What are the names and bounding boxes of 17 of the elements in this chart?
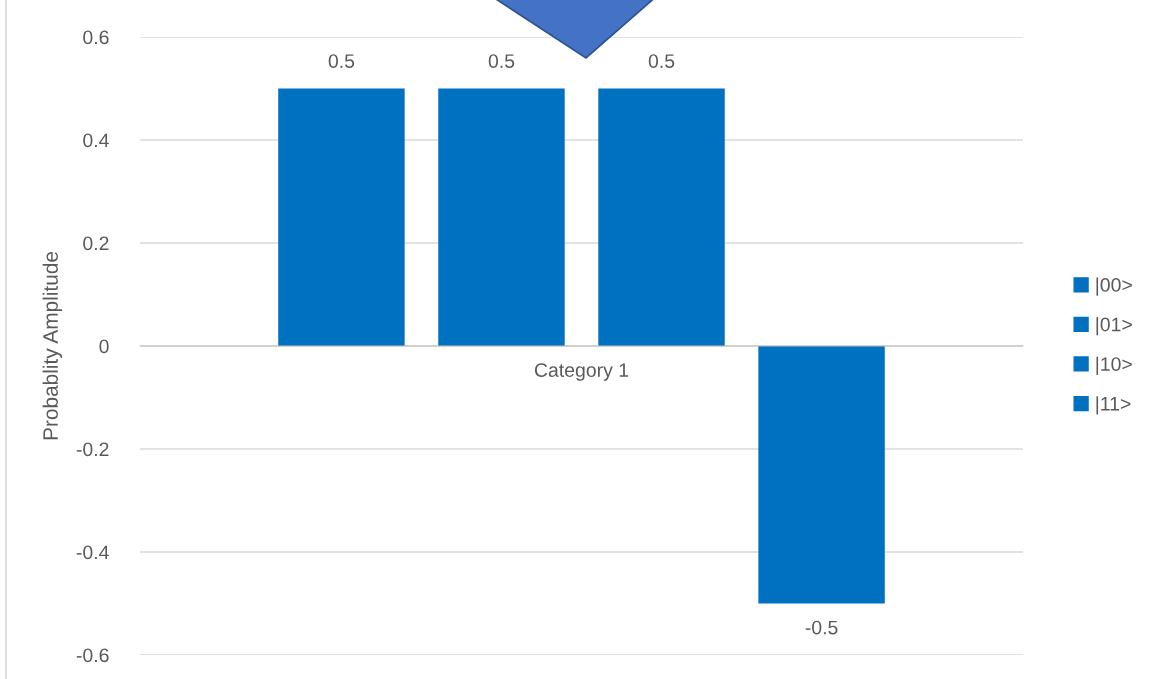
x-tick-label: Category 1 xyxy=(534,363,629,381)
data-label: 0.5 xyxy=(648,54,675,68)
y-axis-title: Probablity Amplitude xyxy=(42,251,63,440)
legend-label: |11> xyxy=(1096,396,1131,415)
y-tick-label: 0.4 xyxy=(83,133,109,148)
legend-label: |10> xyxy=(1096,356,1132,375)
y-tick-label: -0.2 xyxy=(76,442,109,457)
y-tick-label: 0 xyxy=(99,339,109,354)
y-tick-label: 0.2 xyxy=(83,236,109,251)
y-tick-label: -0.6 xyxy=(76,648,109,663)
y-tick-label: -0.4 xyxy=(76,545,109,560)
legend-label: |00> xyxy=(1096,277,1132,296)
y-tick-label: 0.6 xyxy=(83,30,109,45)
data-label: 0.5 xyxy=(328,54,355,68)
legend-label: |01> xyxy=(1096,317,1132,336)
data-label: 0.5 xyxy=(488,54,515,68)
data-label: -0.5 xyxy=(805,620,838,635)
